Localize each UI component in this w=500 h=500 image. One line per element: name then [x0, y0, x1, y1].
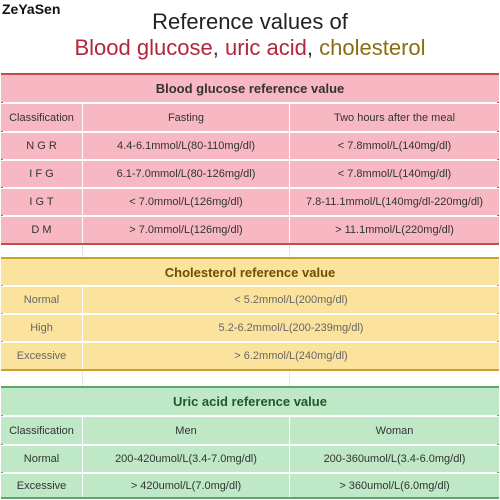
- row-fasting: 4.4-6.1mmol/L(80-110mg/dl): [83, 133, 290, 159]
- row-fasting: 6.1-7.0mmol/L(80-126mg/dl): [83, 161, 290, 187]
- row-woman: 200-360umol/L(3.4-6.0mg/dl): [323, 453, 466, 465]
- row-after-meal: < 7.8mmol/L(140mg/dl): [337, 140, 452, 152]
- table-row: Excessive > 6.2mmol/L(240mg/dl): [1, 342, 499, 369]
- column-header-men: Men: [83, 417, 290, 444]
- row-men: 200-420umol/L(3.4-7.0mg/dl): [83, 446, 290, 472]
- row-classification: N G R: [1, 133, 83, 159]
- row-classification: D M: [1, 217, 83, 243]
- row-classification: Normal: [1, 287, 83, 313]
- table-row: Normal 200-420umol/L(3.4-7.0mg/dl) 200-3…: [1, 445, 499, 472]
- table-row: N G R 4.4-6.1mmol/L(80-110mg/dl) < 7.8mm…: [1, 132, 499, 159]
- blood-glucose-table: [1, 73, 499, 245]
- subtitle-cholesterol: cholesterol: [319, 35, 426, 60]
- page-title: Reference values of: [152, 9, 348, 34]
- blood-glucose-column-headers: Classification Fasting Two hours after t…: [1, 103, 499, 131]
- subtitle-blood-glucose: Blood glucose: [74, 35, 213, 60]
- column-header-classification: Classification: [1, 417, 83, 444]
- row-fasting: > 7.0mmol/L(126mg/dl): [83, 217, 290, 243]
- row-men: > 420umol/L(7.0mg/dl): [83, 474, 290, 497]
- row-value: > 6.2mmol/L(240mg/dl): [234, 350, 348, 362]
- page-subtitle: Blood glucose, uric acid, cholesterol: [0, 35, 500, 61]
- row-classification: I F G: [1, 161, 83, 187]
- brand-logo: ZeYaSen: [2, 1, 61, 17]
- uric-acid-header-row: Uric acid reference value: [1, 388, 499, 415]
- subtitle-comma: ,: [306, 35, 313, 60]
- uric-acid-header: Uric acid reference value: [173, 394, 327, 409]
- section-spacer: [1, 245, 499, 257]
- row-after-meal: > 11.1mmol/L(220mg/dl): [335, 224, 454, 236]
- row-value: < 5.2mmol/L(200mg/dl): [234, 294, 348, 306]
- row-after-meal: 7.8-11.1mmol/L(140mg/dl-220mg/dl): [305, 196, 484, 208]
- table-row: Normal < 5.2mmol/L(200mg/dl): [1, 286, 499, 313]
- row-value: 5.2-6.2mmol/L(200-239mg/dl): [218, 322, 364, 334]
- table-row: Excessive > 420umol/L(7.0mg/dl) > 360umo…: [1, 473, 499, 497]
- column-header-fasting: Fasting: [83, 104, 290, 131]
- subtitle-comma: ,: [212, 35, 219, 60]
- blood-glucose-header: Blood glucose reference value: [155, 81, 345, 96]
- cholesterol-header-row: Cholesterol reference value: [1, 259, 499, 285]
- column-header-woman: Woman: [375, 424, 414, 437]
- row-classification: Normal: [1, 446, 83, 472]
- row-fasting: < 7.0mmol/L(126mg/dl): [83, 189, 290, 215]
- uric-acid-column-headers: Classification Men Woman: [1, 416, 499, 444]
- column-header-after-meal: Two hours after the meal: [333, 111, 456, 124]
- row-woman: > 360umol/L(6.0mg/dl): [339, 479, 450, 492]
- blood-glucose-header-row: Blood glucose reference value: [1, 75, 499, 102]
- subtitle-uric-acid: uric acid: [224, 35, 307, 60]
- table-row: I G T < 7.0mmol/L(126mg/dl) 7.8-11.1mmol…: [1, 188, 499, 215]
- row-classification: Excessive: [1, 474, 83, 497]
- table-row: D M > 7.0mmol/L(126mg/dl) > 11.1mmol/L(2…: [1, 216, 499, 243]
- section-spacer: [1, 371, 499, 386]
- table-row: High 5.2-6.2mmol/L(200-239mg/dl): [1, 314, 499, 341]
- row-classification: I G T: [1, 189, 83, 215]
- row-classification: Excessive: [1, 343, 83, 369]
- row-classification: High: [1, 315, 83, 341]
- table-row: I F G 6.1-7.0mmol/L(80-126mg/dl) < 7.8mm…: [1, 160, 499, 187]
- row-after-meal: < 7.8mmol/L(140mg/dl): [337, 168, 452, 180]
- column-header-classification: Classification: [1, 104, 83, 131]
- cholesterol-header: Cholesterol reference value: [164, 264, 336, 280]
